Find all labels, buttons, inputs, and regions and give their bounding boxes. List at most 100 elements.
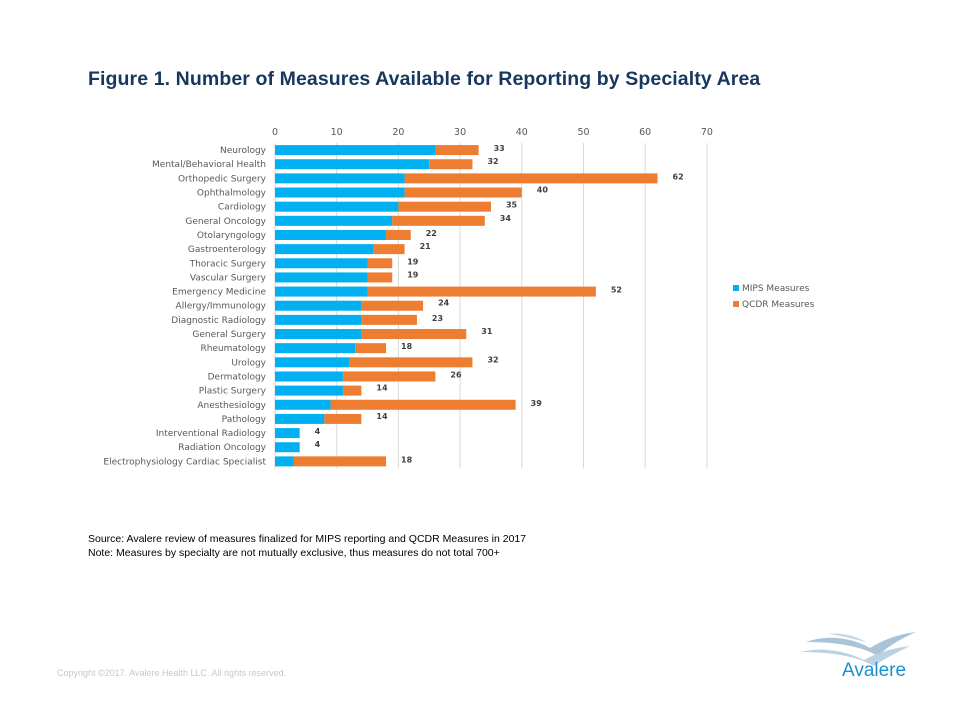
figure-title: Figure 1. Number of Measures Available f… xyxy=(88,68,761,90)
data-label-total: 18 xyxy=(401,342,413,351)
bar-qcdr xyxy=(361,329,467,340)
bar-mips xyxy=(275,159,430,170)
x-tick-label: 70 xyxy=(701,127,713,138)
bar-mips xyxy=(275,456,294,467)
bar-mips xyxy=(275,244,374,255)
bars xyxy=(275,145,658,467)
bar-mips xyxy=(275,173,405,184)
data-label-total: 14 xyxy=(376,384,388,393)
data-label-total: 32 xyxy=(487,355,498,364)
data-label-total: 22 xyxy=(426,229,437,238)
category-label: Allergy/Immunology xyxy=(176,302,267,312)
category-label: Diagnostic Radiology xyxy=(171,316,266,326)
bar-qcdr xyxy=(392,215,485,226)
data-label-total: 33 xyxy=(494,144,505,153)
x-tick-label: 20 xyxy=(392,127,404,138)
bar-qcdr xyxy=(429,159,473,170)
category-label: Orthopedic Surgery xyxy=(178,174,267,184)
data-label-total: 34 xyxy=(500,214,512,223)
copyright-text: Copyright ©2017. Avalere Health LLC. All… xyxy=(57,668,287,678)
bar-mips xyxy=(275,357,350,368)
category-label: Thoracic Surgery xyxy=(189,259,267,269)
legend-label-qcdr: QCDR Measures xyxy=(742,300,815,310)
data-label-total: 21 xyxy=(420,242,432,251)
data-label-total: 18 xyxy=(401,455,413,464)
data-label-total: 52 xyxy=(611,286,622,295)
legend-swatch-qcdr xyxy=(733,301,739,307)
bar-mips xyxy=(275,329,362,340)
category-label: Otolaryngology xyxy=(197,231,267,241)
category-label: Pathology xyxy=(222,415,267,425)
legend-label-mips: MIPS Measures xyxy=(742,284,810,294)
bar-mips xyxy=(275,442,300,453)
category-label: General Oncology xyxy=(185,217,266,227)
category-label: Anesthesiology xyxy=(197,401,266,411)
bar-qcdr xyxy=(349,357,473,368)
data-label-total: 39 xyxy=(531,399,543,408)
category-labels: Neurology Mental/Behavioral Health Orthope… xyxy=(103,146,266,467)
bar-mips xyxy=(275,371,343,382)
bar-mips xyxy=(275,229,387,240)
category-label: Plastic Surgery xyxy=(199,387,267,397)
x-tick-label: 0 xyxy=(272,127,278,138)
avalere-wave-logo-icon xyxy=(800,632,916,666)
source-note: Source: Avalere review of measures final… xyxy=(88,533,527,545)
bar-qcdr xyxy=(404,187,522,198)
data-label-total: 26 xyxy=(450,370,462,379)
category-label: Urology xyxy=(231,358,266,368)
category-label: Cardiology xyxy=(218,203,267,213)
bar-qcdr xyxy=(361,300,424,311)
data-labels: 3332624035342221191952242331183226143914… xyxy=(315,144,684,464)
x-tick-label: 10 xyxy=(331,127,343,138)
bar-qcdr xyxy=(342,385,362,396)
category-label: Emergency Medicine xyxy=(172,288,266,298)
bar-mips xyxy=(275,343,356,354)
category-label: Interventional Radiology xyxy=(156,429,267,439)
category-label: Radiation Oncology xyxy=(178,443,266,453)
data-label-total: 19 xyxy=(407,257,419,266)
bar-qcdr xyxy=(404,173,658,184)
bar-qcdr xyxy=(435,145,479,156)
x-tick-label: 60 xyxy=(639,127,651,138)
category-label: Vascular Surgery xyxy=(190,273,267,283)
data-label-total: 40 xyxy=(537,186,549,195)
legend: MIPS Measures QCDR Measures xyxy=(733,284,815,310)
category-label: Dermatology xyxy=(208,372,267,382)
x-tick-label: 50 xyxy=(577,127,589,138)
category-label: Ophthalmology xyxy=(197,189,267,199)
bar-mips xyxy=(275,300,362,311)
bar-mips xyxy=(275,145,436,156)
logo-wordmark: Avalere xyxy=(842,660,907,681)
bar-qcdr xyxy=(342,371,436,382)
bar-mips xyxy=(275,258,368,269)
bar-qcdr xyxy=(293,456,387,467)
bar-mips xyxy=(275,272,368,283)
bar-mips xyxy=(275,314,362,325)
x-tick-label: 30 xyxy=(454,127,466,138)
bar-qcdr xyxy=(373,244,405,255)
bar-qcdr xyxy=(367,286,596,297)
category-label: Neurology xyxy=(220,146,267,156)
bar-mips xyxy=(275,399,331,410)
bar-qcdr xyxy=(367,272,393,283)
bar-mips xyxy=(275,428,300,439)
data-label-total: 14 xyxy=(376,412,388,421)
category-label: Mental/Behavioral Health xyxy=(152,160,266,170)
bar-mips xyxy=(275,201,399,212)
exclusivity-note: Note: Measures by specialty are not mutu… xyxy=(88,546,500,559)
bar-mips xyxy=(275,385,343,396)
source-note-block: Source: Avalere review of measures final… xyxy=(88,533,526,560)
bar-qcdr xyxy=(330,399,516,410)
bar-mips xyxy=(275,215,393,226)
bar-qcdr xyxy=(361,314,417,325)
category-label: General Surgery xyxy=(192,330,266,340)
data-label-total: 62 xyxy=(673,172,684,181)
data-label-total: 4 xyxy=(315,440,321,449)
x-axis-ticks: 0 10 20 30 40 50 60 70 xyxy=(272,127,713,138)
data-label-total: 31 xyxy=(481,327,493,336)
bar-mips xyxy=(275,286,368,297)
bar-qcdr xyxy=(398,201,491,212)
data-label-total: 23 xyxy=(432,314,443,323)
bar-mips xyxy=(275,413,325,424)
category-label: Rheumatology xyxy=(200,344,266,354)
